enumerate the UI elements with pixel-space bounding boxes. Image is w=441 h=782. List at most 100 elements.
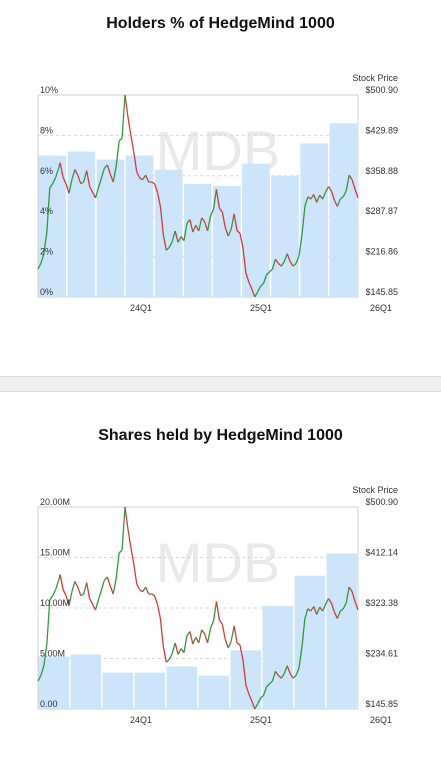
price-segment [162,234,167,251]
price-segment [49,183,54,189]
price-segment [260,694,265,699]
price-segment [174,230,179,243]
price-segment [236,230,241,234]
price-segment [156,192,162,207]
price-segment [227,228,232,237]
holding-bar [38,155,67,297]
price-segment [189,631,194,645]
price-segment [245,272,250,283]
price-segment [201,629,206,635]
price-segment [224,227,229,237]
holding-bar [96,159,125,297]
price-segment [333,199,338,207]
right-axis-tick-label: $287.87 [365,206,398,216]
price-segment [239,645,244,661]
price-segment [233,213,238,232]
price-segment [324,598,330,605]
price-segment [115,140,120,167]
price-segment [80,593,85,597]
price-segment [327,598,333,604]
price-segment [324,186,330,193]
price-segment [46,599,51,645]
section-divider [0,376,441,392]
price-segment [43,643,48,666]
holding-bar [67,151,96,297]
price-segment [68,591,73,606]
price-segment [106,576,111,587]
price-segment [91,603,97,611]
price-segment [162,646,167,663]
price-segment [52,177,57,184]
price-segment [133,564,138,585]
price-segment [37,675,42,682]
price-segment [77,174,82,184]
holding-bar [70,654,101,709]
price-segment [153,183,159,193]
price-segment [298,646,303,669]
price-segment [233,625,238,644]
price-segment [112,578,117,595]
price-segment [121,506,126,551]
price-segment [139,589,144,593]
price-segment [46,187,51,233]
price-segment [248,693,253,702]
price-segment [254,703,259,710]
price-segment [201,217,206,223]
price-segment [142,174,147,181]
price-segment [336,610,341,619]
right-axis-tick-label: $429.89 [365,125,398,135]
holding-bar [271,175,299,297]
price-segment [260,282,265,287]
price-segment [55,168,60,178]
price-segment [40,665,45,676]
price-segment [266,271,270,276]
price-segment [115,552,120,579]
price-segment [165,658,170,663]
x-axis-tick-label: 24Q1 [130,303,152,313]
holding-bar [183,183,212,297]
price-segment [348,174,353,181]
price-segment [354,601,359,611]
price-segment [177,236,182,243]
left-axis-tick-label: 0% [40,287,53,297]
price-segment [242,247,247,274]
price-segment [89,186,94,193]
price-segment [91,191,97,199]
price-segment [239,233,244,249]
chart-title: Shares held by HedgeMind 1000 [98,427,343,444]
price-segment [304,608,309,619]
right-axis-tick-label: $500.90 [365,497,398,507]
price-segment [224,639,229,649]
price-segment [269,268,273,273]
shares-held-panel: Shares held by HedgeMind 1000 MDB 0.00 5.0… [0,392,441,766]
left-axis-tick-label: 8% [40,125,53,135]
price-segment [298,234,303,257]
price-segment [313,606,318,615]
right-axis-tick-label: $145.85 [365,699,398,709]
price-segment [62,177,67,184]
right-axis-tick-label: $358.88 [365,166,398,176]
x-axis-tick-label: 26Q1 [370,303,392,313]
price-segment [52,589,57,596]
price-segment [77,586,82,596]
x-axis-tick-label: 24Q1 [130,715,152,725]
price-segment [109,173,114,183]
price-segment [227,640,232,649]
price-segment [183,223,188,241]
price-segment [209,209,215,217]
watermark: MDB [156,531,280,594]
price-segment [159,206,164,235]
holders-percent-panel: Holders % of HedgeMind 1000 MDB 0% 2% 4% 6% 8… [0,0,441,376]
price-segment [206,627,212,644]
price-segment [195,224,200,232]
price-segment [136,584,141,591]
price-segment [345,587,350,604]
holding-bar [300,143,328,297]
holding-bar [102,672,133,709]
price-segment [289,261,294,267]
price-segment [133,152,138,173]
price-segment [218,207,223,213]
left-axis-tick-label: 10% [40,85,58,95]
holding-bar [198,675,229,709]
right-axis-title: Stock Price [352,73,398,83]
